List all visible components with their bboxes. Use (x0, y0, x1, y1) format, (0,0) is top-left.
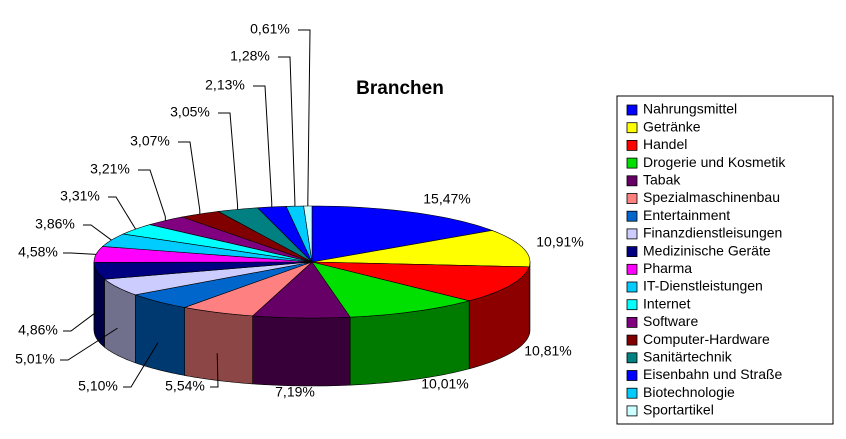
slice (311, 230, 531, 268)
leader-line (218, 112, 239, 210)
legend-swatch (626, 263, 638, 275)
data-label: 1,28% (230, 48, 270, 64)
slice (311, 205, 494, 263)
legend-swatch (626, 299, 638, 311)
legend-label: Drogerie und Kosmetik (643, 154, 786, 170)
leader-line (178, 141, 201, 214)
legend-swatch (626, 175, 638, 187)
legend-swatch (626, 157, 638, 169)
slice (93, 261, 313, 280)
legend-swatch (626, 316, 638, 328)
data-label: 3,07% (130, 133, 170, 149)
slice (311, 261, 530, 302)
slice (251, 261, 351, 319)
data-label: 3,31% (60, 188, 100, 204)
data-label: 10,01% (421, 376, 468, 392)
legend-label: Spezialmaschinenbau (643, 189, 780, 205)
legend-label: Computer-Hardware (643, 331, 770, 347)
data-label: 2,13% (205, 77, 245, 93)
legend-swatch (626, 210, 638, 222)
legend-box (616, 95, 834, 425)
leader-line (298, 29, 311, 207)
legend-swatch (626, 387, 638, 399)
data-label: 5,10% (78, 378, 118, 394)
slice (103, 261, 313, 296)
legend-swatch (626, 139, 638, 151)
legend-swatch (626, 334, 638, 346)
data-label: 15,47% (423, 191, 470, 207)
legend-label: IT-Dienstleistungen (643, 278, 763, 294)
data-label: 4,86% (18, 322, 58, 338)
leader-line (123, 342, 159, 388)
legend-label: Getränke (643, 118, 701, 134)
data-label: 10,91% (536, 234, 583, 250)
leader-line (83, 224, 112, 241)
leader-line (253, 85, 273, 207)
data-label: 5,54% (165, 378, 205, 394)
data-label: 5,01% (15, 351, 55, 367)
leader-line (138, 169, 166, 221)
legend-swatch (626, 122, 638, 134)
legend-label: Sanitärtechnik (643, 349, 733, 365)
slice-side (184, 307, 253, 385)
slice-side (252, 315, 351, 387)
data-label: 3,21% (90, 161, 130, 177)
slice (149, 216, 313, 263)
legend-swatch (626, 405, 638, 417)
legend-label: Eisenbahn und Straße (643, 366, 783, 382)
data-label: 10,81% (524, 343, 571, 359)
chart-title: Branchen (356, 78, 444, 99)
legend-label: Software (643, 313, 698, 329)
legend-label: Sportartikel (643, 402, 714, 418)
data-label: 7,19% (275, 384, 315, 400)
leader-line (210, 353, 219, 388)
legend-label: Handel (643, 136, 687, 152)
legend-label: Entertainment (643, 207, 730, 223)
legend-label: Tabak (643, 172, 681, 188)
slice (183, 261, 313, 317)
legend-swatch (626, 104, 638, 116)
slice (93, 246, 313, 263)
slice-side (135, 294, 185, 376)
legend-swatch (626, 193, 638, 204)
legend-label: Internet (643, 295, 691, 311)
leader-line (63, 252, 97, 255)
legend-swatch (626, 370, 638, 381)
slice (122, 224, 313, 263)
legend-label: Finanzdienstleisungen (643, 225, 782, 241)
slice (311, 261, 470, 318)
leader-line (63, 311, 98, 332)
data-label: 4,58% (18, 244, 58, 260)
slice (256, 206, 313, 263)
legend-label: Medizinische Geräte (643, 242, 771, 258)
leader-line (278, 56, 296, 207)
legend-label: Nahrungsmittel (643, 101, 737, 117)
legend-swatch (626, 352, 638, 364)
legend-swatch (626, 281, 638, 293)
data-label: 3,86% (35, 216, 75, 232)
legend-swatch (626, 228, 638, 240)
data-label: 0,61% (250, 21, 290, 37)
legend-label: Pharma (643, 260, 692, 276)
legend-swatch (626, 246, 638, 258)
legend-label: Biotechnologie (643, 384, 735, 400)
data-label: 3,05% (170, 104, 210, 120)
leader-line (60, 327, 118, 361)
leader-line (108, 196, 137, 230)
slice (134, 261, 313, 308)
